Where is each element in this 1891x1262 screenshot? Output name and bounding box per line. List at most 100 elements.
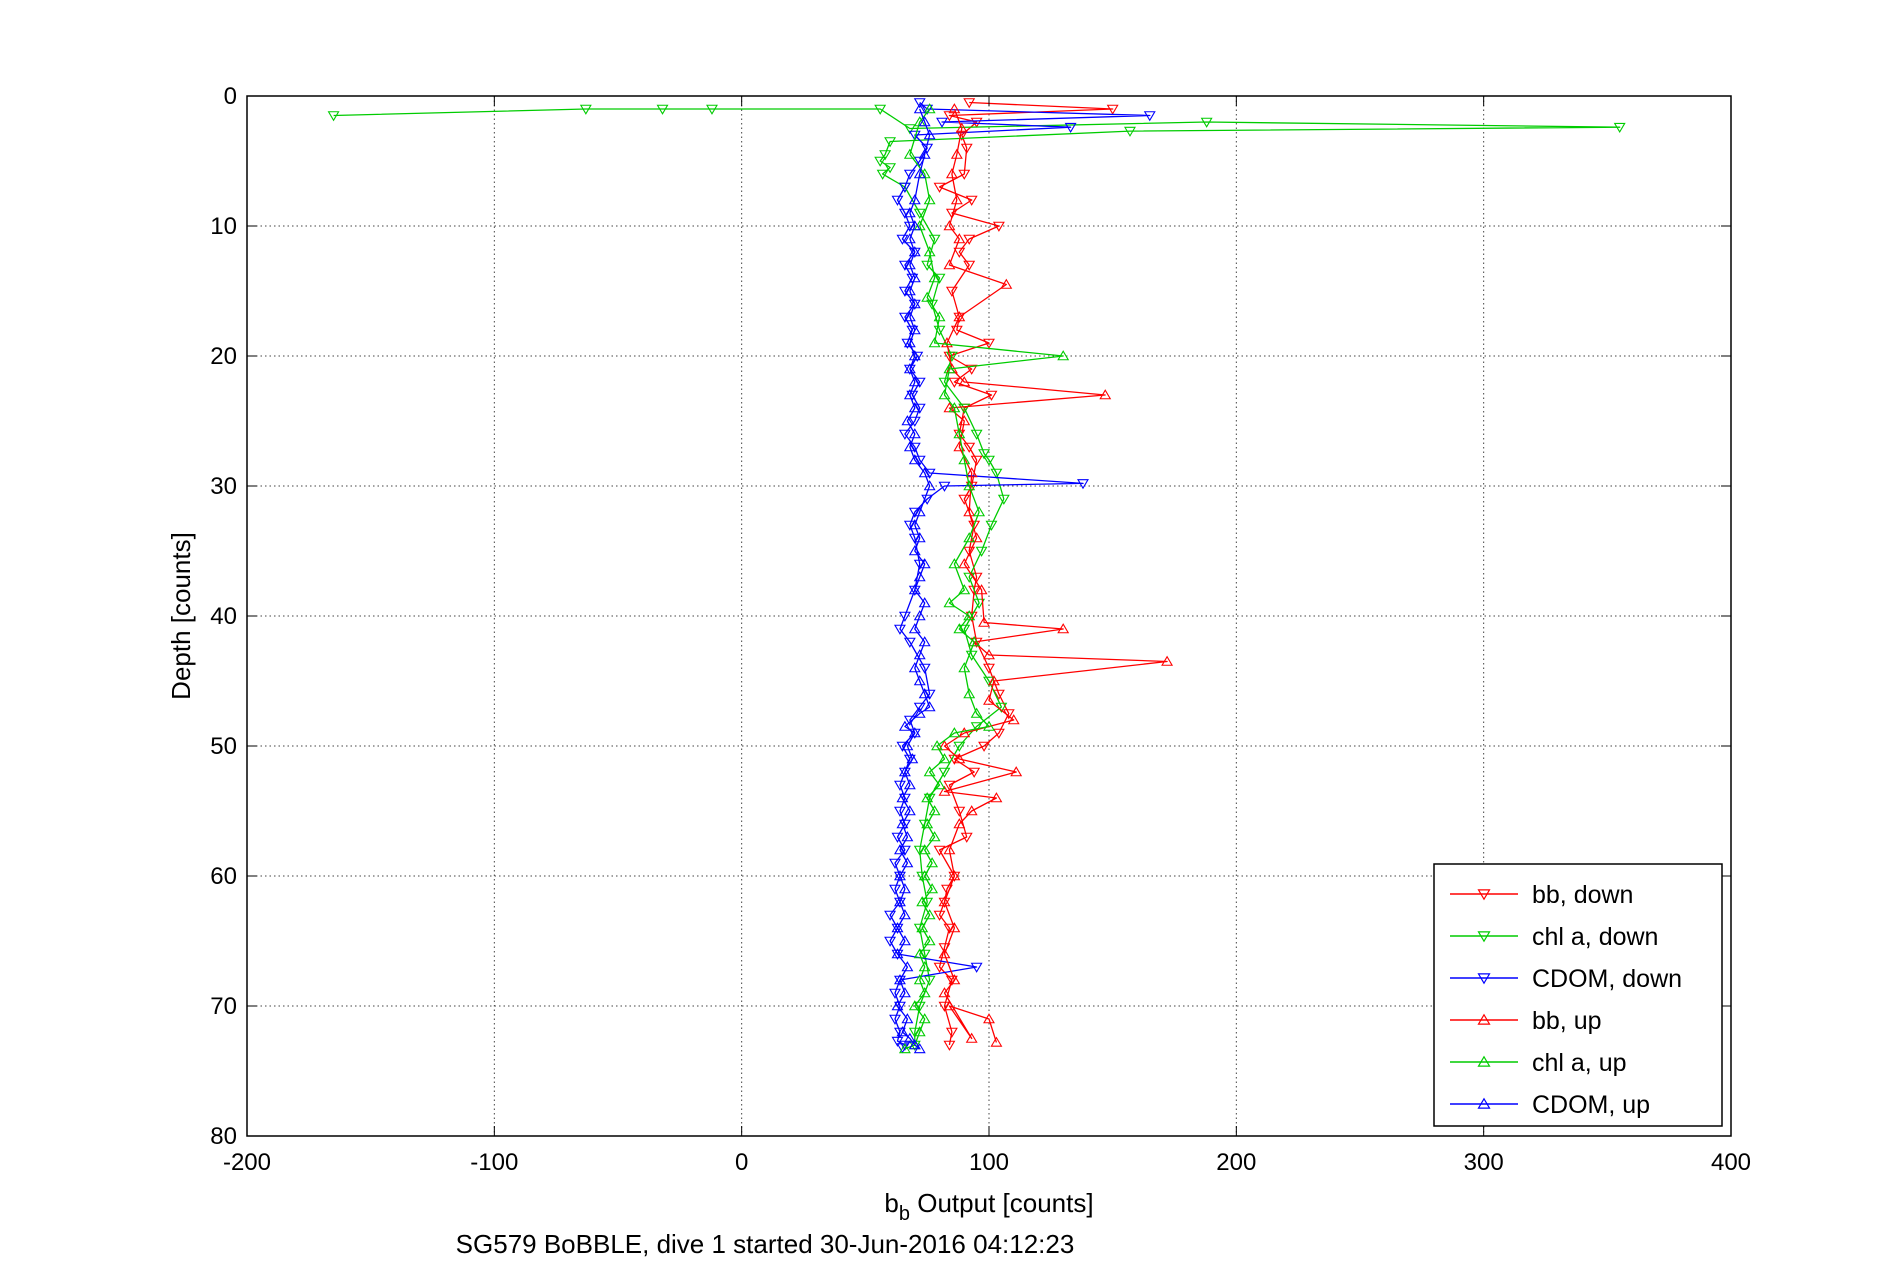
series-layer xyxy=(327,98,1626,1054)
data-point xyxy=(903,805,916,816)
figure-caption: SG579 BoBBLE, dive 1 started 30-Jun-2016… xyxy=(456,1229,1075,1259)
data-point xyxy=(1143,111,1156,122)
data-point xyxy=(943,363,956,374)
data-point xyxy=(968,585,981,596)
data-point xyxy=(896,1026,909,1037)
data-point xyxy=(992,728,1005,739)
data-point xyxy=(874,104,887,115)
data-point xyxy=(965,364,978,375)
data-point xyxy=(908,298,921,309)
data-point xyxy=(970,455,983,466)
data-point xyxy=(921,897,934,908)
data-point xyxy=(903,520,916,531)
data-point xyxy=(891,1000,904,1011)
data-point xyxy=(953,753,966,764)
data-point xyxy=(891,922,904,933)
data-point xyxy=(965,805,978,816)
data-point xyxy=(963,98,976,109)
x-axis-label: bb Output [counts] xyxy=(884,1188,1093,1225)
legend-marker xyxy=(1477,1013,1491,1025)
data-point xyxy=(898,720,911,731)
data-point xyxy=(945,1027,958,1038)
data-point xyxy=(893,624,906,635)
data-point xyxy=(928,234,941,245)
data-point xyxy=(968,636,981,647)
data-point xyxy=(913,103,926,114)
data-point xyxy=(913,845,926,856)
data-point xyxy=(933,845,946,856)
x-tick-label: 400 xyxy=(1711,1149,1751,1176)
data-point xyxy=(938,389,951,400)
data-point xyxy=(889,858,901,869)
data-point xyxy=(948,402,961,413)
data-point xyxy=(913,974,926,985)
data-point xyxy=(908,376,921,387)
data-point xyxy=(970,722,983,733)
data-point xyxy=(958,415,971,426)
data-point xyxy=(916,922,929,933)
data-point xyxy=(884,936,897,947)
data-point xyxy=(933,182,946,193)
data-point xyxy=(1200,117,1213,128)
y-tick-label: 0 xyxy=(224,83,237,110)
data-point xyxy=(1124,126,1136,137)
y-tick-label: 20 xyxy=(210,343,237,370)
data-point xyxy=(908,1027,921,1038)
data-point xyxy=(923,103,936,114)
data-point xyxy=(963,532,976,543)
data-point xyxy=(903,285,916,296)
data-point xyxy=(898,766,911,777)
data-point xyxy=(901,857,914,868)
data-point xyxy=(913,948,926,959)
data-point xyxy=(923,701,936,712)
data-point xyxy=(997,494,1010,505)
data-point xyxy=(908,662,921,673)
y-tick-label: 60 xyxy=(210,863,237,890)
data-point xyxy=(943,923,956,934)
data-point xyxy=(903,389,916,400)
data-point xyxy=(913,707,926,718)
data-point xyxy=(983,649,995,660)
data-point xyxy=(938,896,951,907)
data-point xyxy=(889,988,901,999)
data-point xyxy=(913,571,926,582)
data-point xyxy=(963,260,976,271)
data-point xyxy=(918,949,931,960)
series-line xyxy=(333,108,1621,1045)
data-point xyxy=(903,337,916,348)
data-point xyxy=(893,806,906,817)
data-point xyxy=(913,403,926,414)
data-point xyxy=(918,558,931,569)
data-point xyxy=(579,104,592,115)
data-point xyxy=(898,182,911,193)
data-point xyxy=(938,767,951,778)
data-point xyxy=(913,1026,926,1037)
data-point xyxy=(908,130,921,141)
data-point xyxy=(901,831,914,842)
x-tick-label: 100 xyxy=(969,1149,1009,1176)
legend-marker xyxy=(1477,889,1491,901)
data-point xyxy=(884,137,897,148)
data-point xyxy=(923,935,936,946)
data-point xyxy=(953,233,966,244)
data-point xyxy=(963,506,976,517)
data-point xyxy=(918,148,931,159)
data-point xyxy=(896,234,909,245)
data-point xyxy=(953,311,966,322)
data-point xyxy=(963,572,976,583)
data-point xyxy=(908,727,921,738)
data-point xyxy=(970,429,983,440)
data-point xyxy=(908,324,921,335)
data-point xyxy=(1161,655,1174,666)
legend-label: bb, up xyxy=(1532,1007,1602,1035)
data-point xyxy=(918,688,931,699)
data-point xyxy=(913,675,926,686)
data-point xyxy=(965,467,978,478)
data-point xyxy=(1057,623,1070,634)
data-point xyxy=(953,623,966,634)
data-point xyxy=(903,221,916,232)
data-point xyxy=(923,129,936,140)
legend-marker xyxy=(1477,973,1491,985)
data-point xyxy=(1010,766,1023,777)
data-point xyxy=(960,832,973,843)
